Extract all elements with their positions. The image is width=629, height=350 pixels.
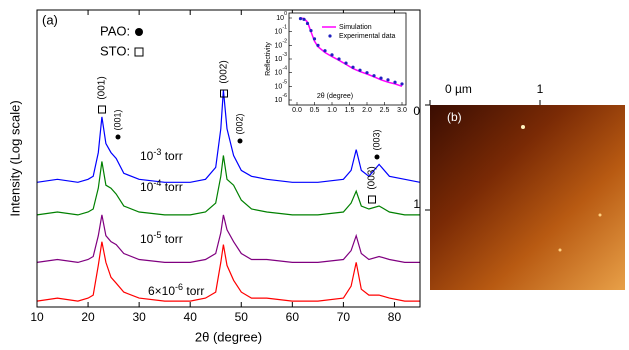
afm-top-label: 0 µm xyxy=(445,82,472,96)
reflectivity-point xyxy=(400,82,403,85)
x-tick-label: 3.0 xyxy=(397,107,407,114)
x-tick-label: 0.0 xyxy=(292,107,302,114)
reflectivity-point xyxy=(313,37,316,40)
inset-panel: 0.0 0.5 1.0 1.5 2.0 2.5 3.0 100 10-1 10-2 10-3 10-4… xyxy=(265,11,407,113)
reflectivity-point xyxy=(330,53,333,56)
x-tick-label: 0.5 xyxy=(310,107,320,114)
sto-marker xyxy=(99,106,106,113)
peak-label: (001) xyxy=(112,109,122,130)
sto-marker xyxy=(369,196,376,203)
reflectivity-point xyxy=(316,44,319,47)
legend-text: STO: xyxy=(100,43,130,58)
afm-spot xyxy=(599,214,602,217)
x-tick-label: 30 xyxy=(132,310,146,324)
pao-marker xyxy=(238,139,243,144)
y-tick-label: 10-3 xyxy=(275,52,288,62)
y-tick-label: 10-6 xyxy=(275,93,288,103)
figure: 10203040506070802θ (degree)Intensity (Lo… xyxy=(0,0,629,350)
y-tick-label: 100 xyxy=(276,11,287,21)
panel-label: (a) xyxy=(42,12,58,27)
x-tick-label: 2.0 xyxy=(362,107,372,114)
legend-text: Experimental data xyxy=(339,33,396,40)
x-tick-label: 1.5 xyxy=(345,107,355,114)
x-tick-label: 60 xyxy=(286,310,300,324)
afm-panel: 0 µm 1 0 1 (b) xyxy=(413,82,625,290)
afm-left-label: 1 xyxy=(413,197,420,211)
reflectivity-point xyxy=(344,62,347,65)
panel-label: (b) xyxy=(447,110,462,124)
series-label: 10-5 torr xyxy=(140,230,183,246)
reflectivity-point xyxy=(365,71,368,74)
y-axis-label: Intensity (Log scale) xyxy=(7,100,22,216)
y-tick-label: 10-4 xyxy=(275,66,288,76)
y-tick-label: 10-2 xyxy=(275,39,288,49)
x-tick-label: 50 xyxy=(235,310,249,324)
reflectivity-point xyxy=(393,81,396,84)
reflectivity-point xyxy=(337,57,340,60)
legend-marker xyxy=(328,34,331,37)
xrd-curve xyxy=(37,215,420,263)
reflectivity-point xyxy=(323,49,326,52)
reflectivity-point xyxy=(302,18,305,21)
pao-marker xyxy=(116,135,121,140)
reflectivity-point xyxy=(309,29,312,32)
y-tick-label: 10-5 xyxy=(275,80,288,90)
peak-label: (002) xyxy=(219,60,230,83)
x-tick-label: 10 xyxy=(30,310,44,324)
series-label: 6×10-6 torr xyxy=(148,282,204,298)
reflectivity-point xyxy=(351,66,354,69)
reflectivity-point xyxy=(299,17,302,20)
afm-image xyxy=(430,105,625,290)
y-axis-label: Reflectivity xyxy=(265,42,272,76)
peak-label: (001) xyxy=(97,76,108,99)
pao-marker xyxy=(135,28,143,36)
x-tick-label: 20 xyxy=(81,310,95,324)
x-axis-label: 2θ (degree) xyxy=(195,329,262,344)
legend-text: PAO: xyxy=(100,23,130,38)
reflectivity-point xyxy=(358,69,361,72)
reflectivity-point xyxy=(386,78,389,81)
sto-marker xyxy=(135,48,143,56)
reflectivity-point xyxy=(379,77,382,80)
pao-marker xyxy=(375,155,380,160)
x-tick-label: 1.0 xyxy=(327,107,337,114)
afm-top-label: 1 xyxy=(537,82,544,96)
x-tick-label: 70 xyxy=(337,310,351,324)
peak-label: (002) xyxy=(234,113,244,134)
xrd-curve xyxy=(37,156,420,215)
x-tick-label: 80 xyxy=(388,310,402,324)
x-axis-label: 2θ (degree) xyxy=(317,93,353,100)
peak-label: (003) xyxy=(371,129,381,150)
y-tick-label: 10-1 xyxy=(275,25,288,35)
legend-text: Simulation xyxy=(339,24,372,31)
x-tick-label: 2.5 xyxy=(380,107,390,114)
reflectivity-point xyxy=(372,74,375,77)
x-tick-label: 40 xyxy=(184,310,198,324)
afm-spot xyxy=(559,249,562,252)
peak-label: (003) xyxy=(367,166,378,189)
afm-spot xyxy=(521,125,525,129)
series-label: 10-4 torr xyxy=(140,178,183,194)
series-label: 10-3 torr xyxy=(140,147,183,163)
afm-left-label: 0 xyxy=(413,104,420,118)
reflectivity-point xyxy=(306,22,309,25)
